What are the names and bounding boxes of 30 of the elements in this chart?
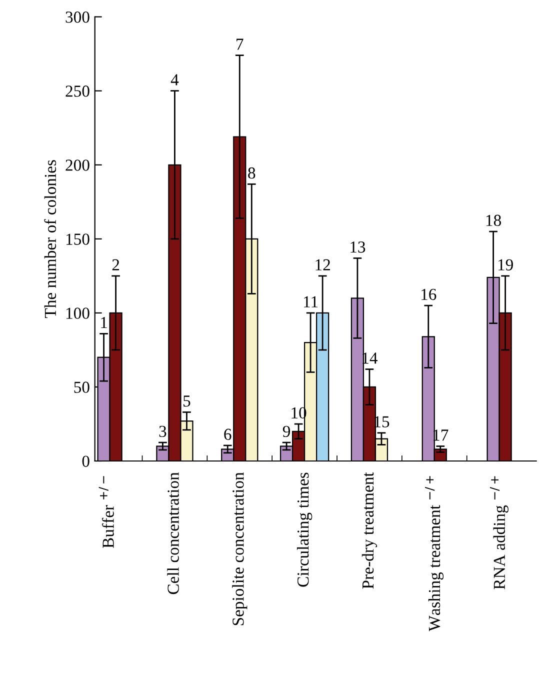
y-tick-label: 100 [66,308,90,319]
annotation: 16 [422,288,436,300]
y-tick-label: 150 [66,234,90,245]
annotation: 7 [236,38,244,50]
annotation: 12 [316,259,330,270]
y-tick-label: 250 [66,86,90,97]
x-tick-label: Cell concentration [167,472,179,594]
annotation: 3 [159,426,166,438]
y-tick-label: 0 [82,456,90,467]
x-tick-label: Circulating times [296,472,312,587]
x-tick-label: Pre-dry treatment [362,472,378,589]
annotation: 8 [248,167,256,179]
annotation: 13 [350,241,366,253]
annotation: 9 [282,426,290,438]
annotation: 6 [224,428,232,440]
y-axis-title: The number of colonies [44,160,56,318]
y-tick-label: 200 [66,160,90,171]
y-tick-label: 300 [66,12,90,23]
annotation: 19 [498,259,513,270]
annotation: 11 [304,296,318,308]
annotation: 1 [101,317,107,328]
x-tick-label: Sepiolite concentration [232,472,248,626]
y-tick-label: 50 [74,382,90,393]
annotation: 4 [170,74,179,86]
annotation: 5 [184,396,190,407]
x-tick-label: Washing treatment $^{−/+}$ [425,476,444,632]
annotation: 2 [112,259,120,270]
x-tick-label: Buffer $^{+/−}$ [98,476,114,548]
x-tick-label: RNA adding $^{−/+}$ [490,476,508,590]
annotation: 18 [486,214,501,226]
